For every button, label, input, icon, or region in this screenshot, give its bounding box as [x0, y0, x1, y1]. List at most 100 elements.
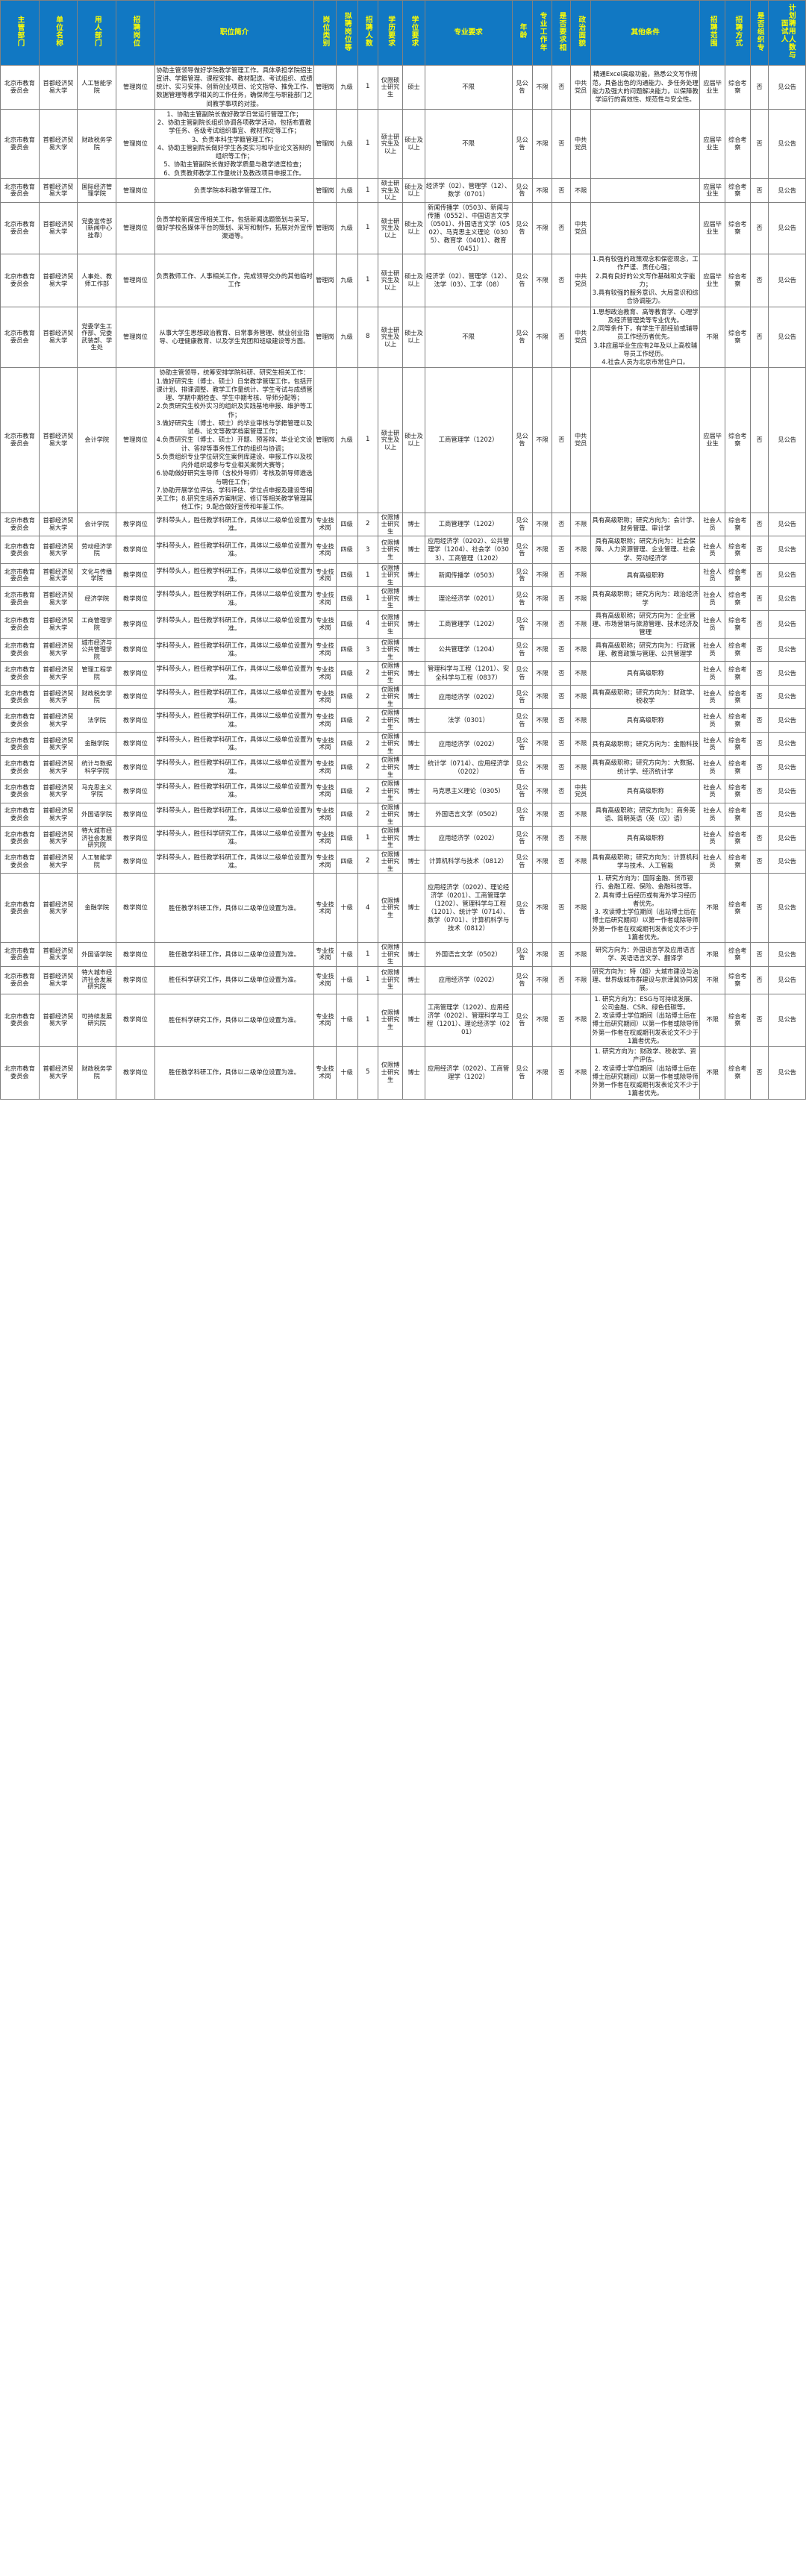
col-header-post-label: 招聘岗位: [131, 15, 140, 48]
cell-other: 具有高级职称: [590, 562, 701, 588]
cell-planned: 见公告: [768, 965, 806, 994]
cell-major: 法学（0301）: [424, 708, 513, 733]
col-header-education-label: 学历要求: [387, 15, 396, 48]
cell-education: 仅限博士研究生: [377, 731, 404, 756]
cell-planned: 见公告: [768, 512, 806, 537]
cell-other: 具有高级职称；研究方向为：大数据、统计学、经济统计学: [590, 755, 701, 780]
table-row: 北京市教育委员会 首都经济贸易大学 管理工程学院 教学岗位 学科带头人，胜任教学科研工作…: [0, 661, 806, 686]
cell-degree: 博士: [402, 779, 425, 803]
cell-intro: 负责学院本科教学管理工作。: [154, 178, 315, 203]
cell-dept: 北京市教育委员会: [0, 536, 40, 564]
cell-other: 具有高级职称；研究方向为：金融科技: [590, 731, 701, 756]
cell-education: 仅限博士研究生: [377, 942, 404, 967]
cell-education: 硕士研究生及以上: [377, 306, 404, 369]
cell-other: 1. 研究方向为：ESG与可持续发展、公司金融、CSR、绿色低碳等。 2. 攻读博…: [590, 993, 701, 1047]
cell-age: 见公告: [511, 536, 533, 564]
header-row: 主管部门 单位名称 用人部门 招聘岗位 职位简介 岗位类别 拟聘岗位等 招聘人数…: [0, 0, 806, 66]
cell-category: 专业技术岗: [313, 826, 337, 850]
cell-organized: 否: [749, 586, 769, 611]
cell-method: 综合考察: [724, 306, 751, 369]
cell-dept: 北京市教育委员会: [0, 802, 40, 827]
cell-scope: 社会人员: [699, 826, 725, 850]
cell-dept: 北京市教育委员会: [0, 965, 40, 994]
cell-related: 否: [552, 512, 572, 537]
cell-scope: 不限: [699, 942, 725, 967]
cell-category: 专业技术岗: [313, 849, 337, 874]
cell-category: 专业技术岗: [313, 562, 337, 588]
cell-dept: 北京市教育委员会: [0, 826, 40, 850]
cell-related: 否: [552, 965, 572, 994]
cell-education: 硕士研究生及以上: [377, 367, 404, 513]
cell-method: 综合考察: [724, 942, 751, 967]
cell-scope: 应届毕业生: [699, 201, 725, 255]
cell-unit: 首都经济贸易大学: [38, 849, 78, 874]
cell-major: 工商管理学（1202）: [424, 367, 513, 513]
cell-age: 见公告: [511, 609, 533, 639]
cell-category: 管理岗: [313, 108, 337, 179]
cell-planned: 见公告: [768, 755, 806, 780]
cell-age: 见公告: [511, 367, 533, 513]
cell-grade: 四级: [335, 708, 358, 733]
cell-related: 否: [552, 178, 572, 203]
cell-organized: 否: [749, 731, 769, 756]
col-header-intro-label: 职位简介: [219, 28, 249, 37]
cell-education: 仅限博士研究生: [377, 993, 404, 1047]
cell-category: 管理岗: [313, 64, 337, 110]
table-row: 北京市教育委员会 首都经济贸易大学 经济学院 教学岗位 学科带头人，胜任教学科研工作，具…: [0, 586, 806, 611]
cell-age: 见公告: [511, 1046, 533, 1100]
cell-scope: 社会人员: [699, 755, 725, 780]
cell-other: 研究方向为：特（超）大城市建设与治理、世界级城市群建设与京津冀协同发展。: [590, 965, 701, 994]
cell-post: 教学岗位: [116, 849, 155, 874]
col-header-post: 招聘岗位: [116, 0, 155, 66]
cell-planned: 见公告: [768, 779, 806, 803]
cell-education: 仅限博士研究生: [377, 779, 404, 803]
cell-grade: 四级: [335, 802, 358, 827]
cell-employer: 金融学院: [77, 873, 117, 944]
cell-political: 不限: [570, 637, 592, 662]
cell-education: 仅限博士研究生: [377, 586, 404, 611]
cell-workyears: 不限: [531, 755, 553, 780]
cell-age: 见公告: [511, 512, 533, 537]
cell-degree: 硕士及以上: [402, 178, 425, 203]
cell-degree: 硕士及以上: [402, 306, 425, 369]
cell-category: 专业技术岗: [313, 755, 337, 780]
cell-employer: 外国语学院: [77, 802, 117, 827]
cell-post: 管理岗位: [116, 306, 155, 369]
cell-major: 工商管理学（1202）、应用经济学（0202）、管理科学与工程（1201）、理论…: [424, 993, 513, 1047]
cell-age: 见公告: [511, 108, 533, 179]
cell-intro: 学科带头人，胜任教学科研工作，具体以二级单位设置为准。: [154, 609, 315, 639]
cell-headcount: 1: [357, 586, 378, 611]
cell-unit: 首都经济贸易大学: [38, 731, 78, 756]
cell-headcount: 1: [357, 942, 378, 967]
cell-workyears: 不限: [531, 1046, 553, 1100]
cell-workyears: 不限: [531, 661, 553, 686]
cell-degree: 博士: [402, 731, 425, 756]
cell-planned: 见公告: [768, 108, 806, 179]
cell-grade: 四级: [335, 609, 358, 639]
cell-age: 见公告: [511, 254, 533, 307]
cell-planned: 见公告: [768, 708, 806, 733]
cell-degree: 硕士及以上: [402, 201, 425, 255]
cell-degree: 博士: [402, 684, 425, 709]
cell-employer: 文化与传播学院: [77, 562, 117, 588]
cell-unit: 首都经济贸易大学: [38, 802, 78, 827]
cell-workyears: 不限: [531, 637, 553, 662]
cell-organized: 否: [749, 178, 769, 203]
cell-unit: 首都经济贸易大学: [38, 201, 78, 255]
cell-related: 否: [552, 993, 572, 1047]
cell-intro: 学科带头人，胜任教学科研工作，具体以二级单位设置为准。: [154, 802, 315, 827]
cell-method: 综合考察: [724, 965, 751, 994]
cell-organized: 否: [749, 708, 769, 733]
cell-education: 仅限博士研究生: [377, 873, 404, 944]
cell-other: 具有高级职称: [590, 661, 701, 686]
col-header-planned-label: 计划聘用人数与面试人: [779, 3, 796, 60]
col-header-organized-label: 是否组织专: [755, 11, 764, 51]
cell-planned: 见公告: [768, 178, 806, 203]
cell-unit: 首都经济贸易大学: [38, 536, 78, 564]
cell-degree: 博士: [402, 536, 425, 564]
cell-post: 教学岗位: [116, 562, 155, 588]
cell-grade: 四级: [335, 586, 358, 611]
cell-dept: 北京市教育委员会: [0, 873, 40, 944]
cell-major: 应用经济学（0202）、工商管理学（1202）: [424, 1046, 513, 1100]
cell-organized: 否: [749, 512, 769, 537]
